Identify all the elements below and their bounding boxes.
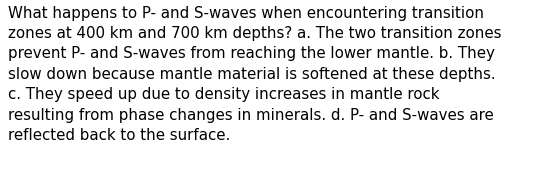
Text: What happens to P- and S-waves when encountering transition
zones at 400 km and : What happens to P- and S-waves when enco… [8, 6, 502, 143]
